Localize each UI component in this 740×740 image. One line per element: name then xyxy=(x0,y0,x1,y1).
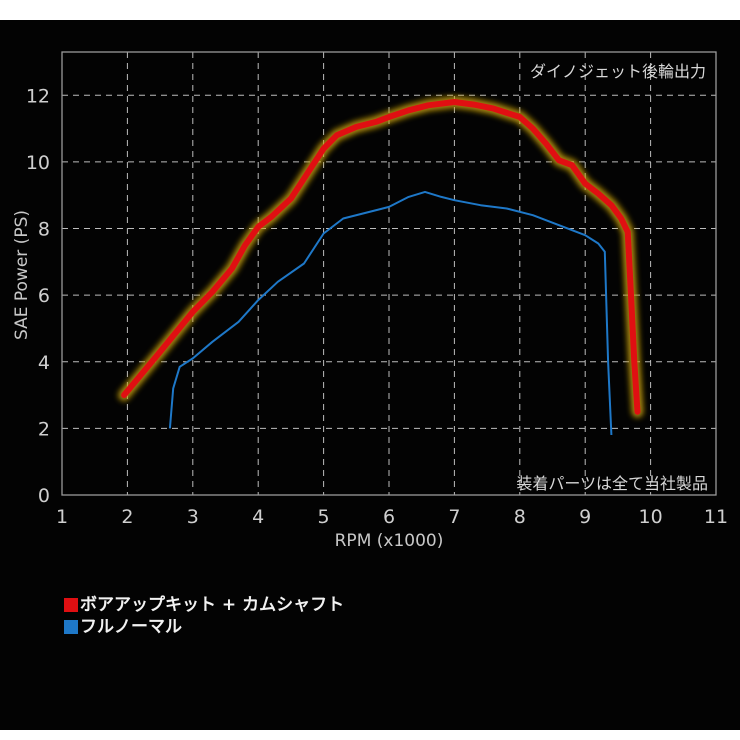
y-tick-label: 2 xyxy=(38,418,50,440)
y-tick-label: 10 xyxy=(26,152,50,174)
x-axis-ticks: 1 2 3 4 5 6 7 8 9 10 11 xyxy=(56,506,728,528)
y-tick-label: 8 xyxy=(38,219,50,241)
y-tick-label: 6 xyxy=(38,285,50,307)
x-axis-label: RPM (x1000) xyxy=(335,531,444,551)
y-axis-ticks: 0 2 4 6 8 10 12 xyxy=(26,85,50,507)
x-tick-label: 6 xyxy=(383,506,395,528)
y-tick-label: 0 xyxy=(38,485,50,507)
series-lines xyxy=(118,96,644,436)
red-swatch-icon xyxy=(64,598,78,612)
y-tick-label: 4 xyxy=(38,352,50,374)
x-tick-label: 1 xyxy=(56,506,68,528)
x-tick-label: 4 xyxy=(252,506,264,528)
legend-label: ボアアップキット + カムシャフト xyxy=(80,595,345,615)
plot-frame xyxy=(61,51,717,496)
x-tick-label: 2 xyxy=(121,506,133,528)
x-tick-label: 10 xyxy=(639,506,663,528)
y-axis-label: SAE Power (PS) xyxy=(12,210,32,340)
x-tick-label: 3 xyxy=(187,506,199,528)
series-glow xyxy=(118,96,644,418)
x-tick-label: 11 xyxy=(704,506,728,528)
x-tick-label: 5 xyxy=(318,506,330,528)
series-line-boreup xyxy=(121,99,641,415)
grid-lines xyxy=(62,52,716,495)
x-tick-label: 9 xyxy=(579,506,591,528)
y-tick-label: 12 xyxy=(26,85,50,107)
legend-item-normal: フルノーマル xyxy=(64,616,344,638)
x-tick-label: 7 xyxy=(448,506,460,528)
blue-swatch-icon xyxy=(64,620,78,634)
legend: ボアアップキット + カムシャフト フルノーマル xyxy=(64,594,344,638)
series-line-normal xyxy=(168,190,613,436)
legend-item-boreup: ボアアップキット + カムシャフト xyxy=(64,594,344,616)
x-tick-label: 8 xyxy=(514,506,526,528)
chart-annotation: 装着パーツは全て当社製品 xyxy=(516,474,708,493)
legend-label: フルノーマル xyxy=(80,617,182,637)
chart-title: ダイノジェット後輪出力 xyxy=(530,62,706,81)
chart-panel xyxy=(0,20,740,730)
